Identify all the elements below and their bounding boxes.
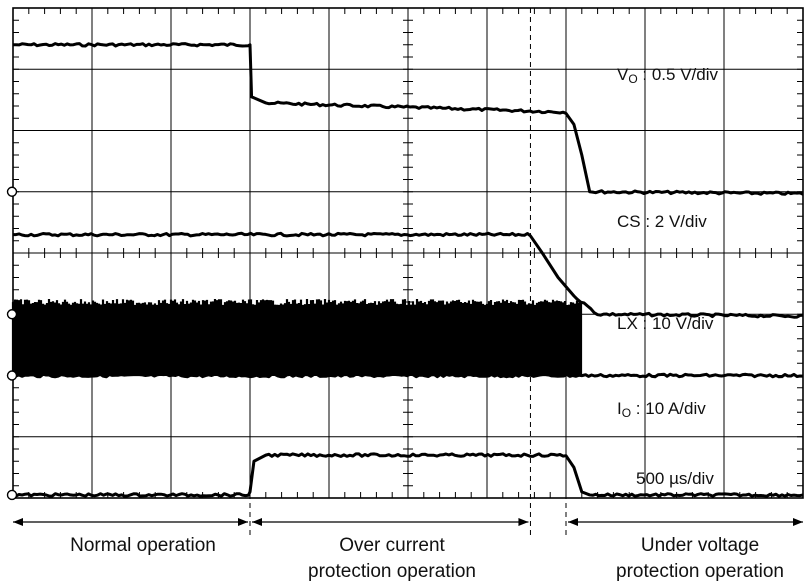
phase-uvp-label-line2: protection operation [616,561,784,582]
phase-arrow-head-right-1 [238,518,248,526]
phase-normal-label: Normal operation [70,535,216,556]
trace-io [12,452,804,498]
ground-marker-3 [6,370,18,381]
phase-arrow-head-right-3 [793,518,803,526]
phase-arrow-head-left-2 [252,518,262,526]
label-cs: CS : 2 V/div [617,212,707,231]
ground-marker-1 [6,186,18,197]
phase-arrow-head-right-2 [518,518,529,526]
channel-labels: VO : 0.5 V/div CS : 2 V/div LX : 10 V/di… [617,65,719,488]
traces [11,42,804,498]
ground-markers [6,186,18,501]
time-scale-label: 500 µs/div [636,469,714,488]
trace-lx-band-fill [13,305,582,376]
ground-marker-4 [6,489,18,501]
label-vo: VO : 0.5 V/div [617,65,719,86]
phase-annotations [13,518,803,526]
phase-ocp-label-line1: Over current [339,535,445,556]
ground-marker-2 [6,309,18,320]
phase-arrow-head-left-1 [13,518,23,526]
trace-cs [12,231,804,319]
phase-arrow-head-left-3 [568,518,578,526]
label-lx: LX : 10 V/div [617,314,714,333]
trace-vo [12,42,804,196]
phase-ocp-label-line2: protection operation [308,561,476,582]
phase-uvp-label-line1: Under voltage [641,535,759,556]
label-io: IO : 10 A/div [617,399,706,420]
